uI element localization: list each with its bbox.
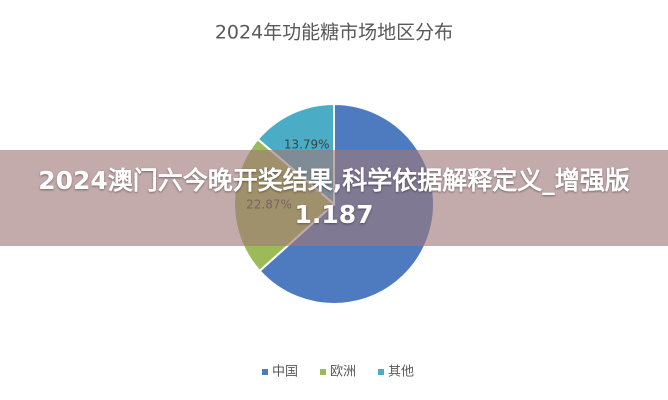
- legend-swatch: [262, 369, 268, 375]
- banner-text: 2024澳门六今晚开奖结果,科学依据解释定义_增强版1.187: [38, 166, 630, 229]
- chart-title: 2024年功能糖市场地区分布: [215, 22, 453, 44]
- legend-label: 中国: [272, 365, 298, 380]
- banner: 2024澳门六今晚开奖结果,科学依据解释定义_增强版1.187: [0, 150, 668, 246]
- legend-swatch: [320, 369, 326, 375]
- data-label: 13.79%: [284, 138, 330, 152]
- legend-label: 其他: [388, 365, 414, 380]
- legend-swatch: [378, 369, 384, 375]
- legend-label: 欧洲: [330, 365, 356, 380]
